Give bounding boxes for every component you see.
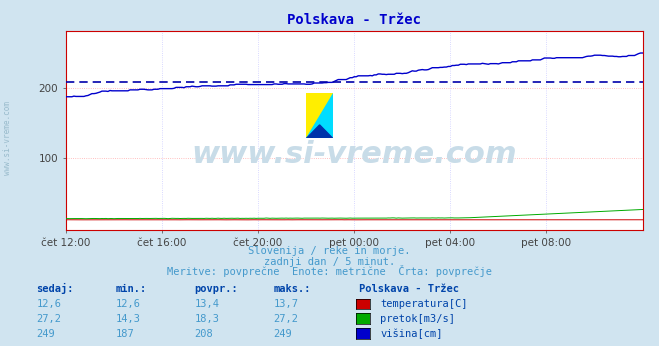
- Text: maks.:: maks.:: [273, 284, 311, 294]
- Title: Polskava - Tržec: Polskava - Tržec: [287, 13, 421, 27]
- Polygon shape: [306, 93, 333, 138]
- Text: Meritve: povprečne  Enote: metrične  Črta: povprečje: Meritve: povprečne Enote: metrične Črta:…: [167, 265, 492, 277]
- Text: 12,6: 12,6: [36, 299, 61, 309]
- Text: 187: 187: [115, 329, 134, 339]
- Text: 14,3: 14,3: [115, 314, 140, 324]
- Text: 249: 249: [36, 329, 55, 339]
- Text: 13,7: 13,7: [273, 299, 299, 309]
- Text: 27,2: 27,2: [36, 314, 61, 324]
- Text: zadnji dan / 5 minut.: zadnji dan / 5 minut.: [264, 257, 395, 267]
- Text: 208: 208: [194, 329, 213, 339]
- Text: Polskava - Tržec: Polskava - Tržec: [359, 284, 459, 294]
- Text: min.:: min.:: [115, 284, 146, 294]
- Text: temperatura[C]: temperatura[C]: [380, 299, 468, 309]
- Text: višina[cm]: višina[cm]: [380, 329, 443, 339]
- Polygon shape: [306, 125, 333, 138]
- Text: www.si-vreme.com: www.si-vreme.com: [191, 140, 517, 169]
- Text: 27,2: 27,2: [273, 314, 299, 324]
- Text: pretok[m3/s]: pretok[m3/s]: [380, 314, 455, 324]
- Text: 18,3: 18,3: [194, 314, 219, 324]
- Text: 12,6: 12,6: [115, 299, 140, 309]
- Text: Slovenija / reke in morje.: Slovenija / reke in morje.: [248, 246, 411, 256]
- Polygon shape: [306, 93, 333, 138]
- Text: sedaj:: sedaj:: [36, 283, 74, 294]
- Text: 13,4: 13,4: [194, 299, 219, 309]
- Text: www.si-vreme.com: www.si-vreme.com: [3, 101, 13, 175]
- Text: 249: 249: [273, 329, 292, 339]
- Text: povpr.:: povpr.:: [194, 284, 238, 294]
